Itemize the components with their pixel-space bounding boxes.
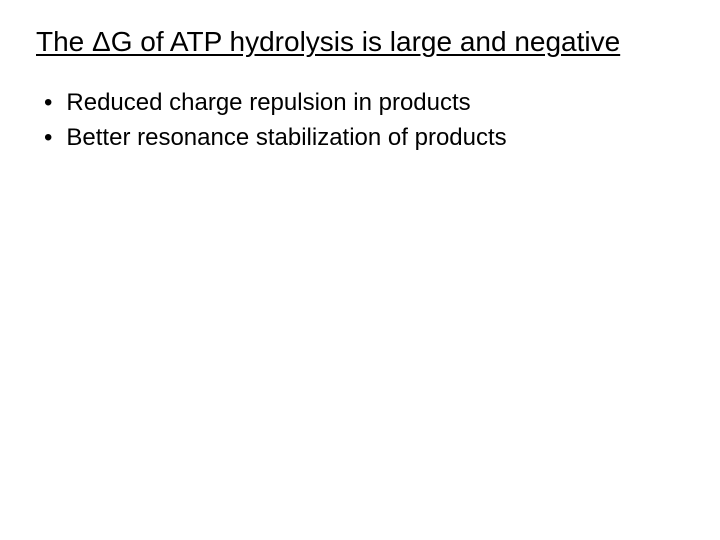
list-item: • Reduced charge repulsion in products — [44, 87, 684, 118]
bullet-text: Better resonance stabilization of produc… — [66, 122, 506, 153]
bullet-marker-icon: • — [44, 87, 52, 118]
bullet-list: • Reduced charge repulsion in products •… — [36, 87, 684, 153]
slide-title: The ΔG of ATP hydrolysis is large and ne… — [36, 24, 684, 59]
bullet-text: Reduced charge repulsion in products — [66, 87, 470, 118]
list-item: • Better resonance stabilization of prod… — [44, 122, 684, 153]
title-block: The ΔG of ATP hydrolysis is large and ne… — [36, 24, 684, 59]
slide-container: The ΔG of ATP hydrolysis is large and ne… — [0, 0, 720, 540]
bullet-marker-icon: • — [44, 122, 52, 153]
